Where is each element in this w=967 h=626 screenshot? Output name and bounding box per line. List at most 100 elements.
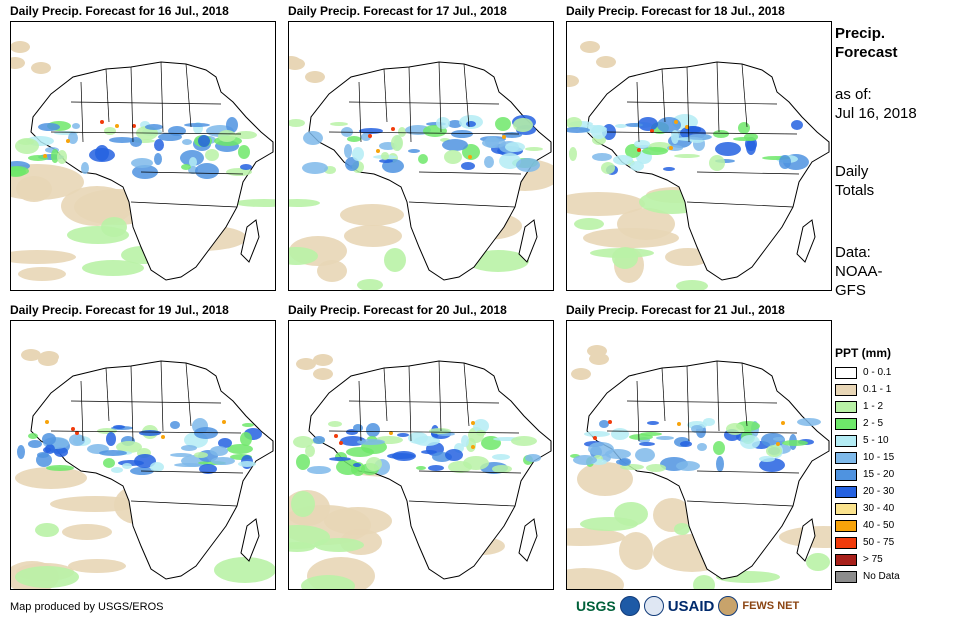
data-line2: NOAA- <box>835 263 883 280</box>
africa-map-svg <box>11 349 275 589</box>
drizzle-area <box>619 532 653 570</box>
light-rain-area <box>82 260 144 276</box>
rain-cell <box>296 454 310 470</box>
rain-cell <box>591 125 607 139</box>
country-border <box>130 201 238 208</box>
rain-cell <box>584 431 610 437</box>
drizzle-area <box>340 204 404 226</box>
forecast-panel-4: Daily Precip. Forecast for 19 Jul., 2018 <box>10 303 278 590</box>
totals-line2: Totals <box>835 182 875 199</box>
light-rain-area <box>15 566 79 588</box>
rain-cell <box>51 149 59 163</box>
country-border <box>661 68 666 123</box>
ppt-legend: PPT (mm) 0 - 0.1 0.1 - 1 1 - 2 2 - 5 5 - 10 1… <box>835 346 955 585</box>
heavy-rain-cell <box>685 125 689 129</box>
legend-swatch <box>835 417 857 430</box>
rain-cell <box>634 140 650 148</box>
rain-cell <box>428 465 444 471</box>
forecast-map <box>288 21 554 291</box>
drizzle-area <box>11 164 84 200</box>
rain-cell <box>642 147 668 155</box>
rain-cell <box>347 136 361 142</box>
rain-cell <box>611 428 629 440</box>
rain-cell <box>238 461 256 467</box>
country-border <box>358 81 362 143</box>
rain-cell <box>45 444 55 454</box>
rain-cell <box>697 443 707 451</box>
country-border <box>185 362 192 427</box>
rain-cell <box>328 421 342 427</box>
rain-cell <box>461 162 475 170</box>
country-border <box>408 66 412 143</box>
drizzle-area <box>50 496 140 512</box>
rain-cell <box>154 153 162 165</box>
rain-cell <box>302 162 328 174</box>
legend-swatch <box>835 519 857 532</box>
rain-cell <box>492 454 510 460</box>
legend-label: 1 - 2 <box>863 401 884 412</box>
rain-cell <box>210 446 228 456</box>
heavy-rain-cell <box>43 154 47 158</box>
data-line3: GFS <box>835 282 866 299</box>
rain-cell <box>189 157 197 167</box>
country-border <box>438 61 442 133</box>
panel-title: Daily Precip. Forecast for 16 Jul., 2018 <box>10 4 229 18</box>
rain-cell <box>416 466 426 470</box>
light-rain-area <box>289 199 320 207</box>
country-border <box>741 63 748 128</box>
rain-cell <box>289 119 305 127</box>
rain-cell <box>733 137 755 141</box>
agency-logos: USGS USAID FEWS NET <box>576 596 799 616</box>
drizzle-area <box>296 358 316 370</box>
rain-cell <box>511 436 537 446</box>
as-of: as of: Jul 16, 2018 <box>835 85 917 123</box>
rain-cell <box>46 465 74 471</box>
country-border <box>686 500 794 507</box>
forecast-panel-2: Daily Precip. Forecast for 17 Jul., 2018 <box>288 4 556 291</box>
country-border <box>438 360 442 432</box>
drizzle-area <box>344 225 402 247</box>
rain-cell <box>525 147 543 151</box>
drizzle-area <box>313 368 333 380</box>
rain-cell <box>397 433 409 437</box>
legend-label: 30 - 40 <box>863 503 895 514</box>
forecast-map <box>566 21 832 291</box>
country-border <box>686 66 690 143</box>
rain-cell <box>398 127 406 137</box>
data-line1: Data: <box>835 244 871 261</box>
totals-note: Daily Totals <box>835 162 874 200</box>
as-of-label: as of: <box>835 86 872 103</box>
rain-cell <box>145 124 163 130</box>
noaa-seal-icon <box>619 596 640 616</box>
legend-item: 1 - 2 <box>835 398 955 415</box>
drizzle-area <box>313 354 333 366</box>
heavy-rain-cell <box>132 124 136 128</box>
legend-label: 50 - 75 <box>863 537 895 548</box>
light-rain-area <box>676 280 708 290</box>
totals-line1: Daily <box>835 163 869 180</box>
rain-cell <box>647 421 659 425</box>
rain-cell <box>516 158 540 172</box>
legend-label: 40 - 50 <box>863 520 895 531</box>
rain-cell <box>709 155 725 171</box>
legend-item: 15 - 20 <box>835 466 955 483</box>
light-rain-area <box>35 523 59 537</box>
rain-cell <box>461 435 469 447</box>
rain-cell <box>330 122 348 126</box>
rain-cell <box>218 130 236 142</box>
heavy-rain-cell <box>669 146 673 150</box>
rain-cell <box>492 465 512 473</box>
rain-cell <box>505 142 525 152</box>
light-rain-area <box>234 199 275 207</box>
heavy-rain-cell <box>222 420 226 424</box>
drizzle-area <box>11 250 76 264</box>
country-border <box>130 500 238 507</box>
rain-cell <box>28 433 38 439</box>
rain-cell <box>639 442 655 446</box>
rain-cell <box>448 120 462 128</box>
legend-item: 0.1 - 1 <box>835 381 955 398</box>
light-rain-area <box>693 575 715 589</box>
rain-cell <box>451 130 473 138</box>
panel-title: Daily Precip. Forecast for 20 Jul., 2018 <box>288 303 507 317</box>
panel-title: Daily Precip. Forecast for 21 Jul., 2018 <box>566 303 785 317</box>
